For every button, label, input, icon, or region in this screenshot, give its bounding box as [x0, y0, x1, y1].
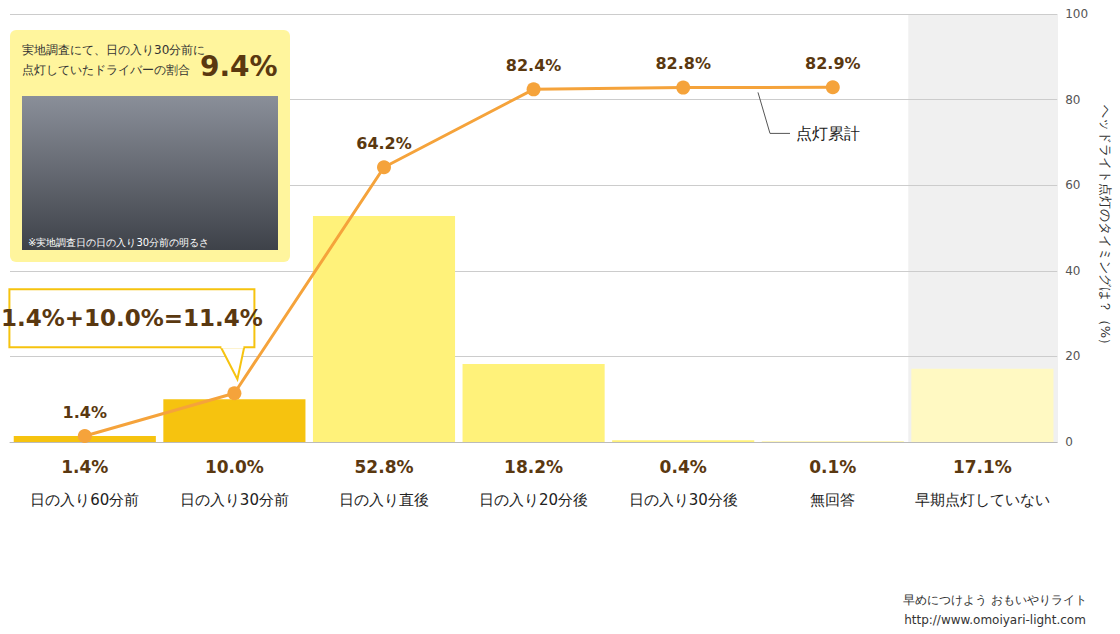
- svg-text:日の入り直後: 日の入り直後: [339, 491, 429, 509]
- svg-text:0.1%: 0.1%: [809, 457, 856, 477]
- svg-text:82.4%: 82.4%: [506, 56, 562, 75]
- svg-text:80: 80: [1065, 93, 1080, 107]
- svg-text:17.1%: 17.1%: [953, 457, 1012, 477]
- svg-text:52.8%: 52.8%: [355, 457, 414, 477]
- svg-text:日の入り30分後: 日の入り30分後: [629, 491, 738, 509]
- svg-text:ヘッドライト点灯のタイミングは？（%）: ヘッドライト点灯のタイミングは？（%）: [1098, 105, 1113, 351]
- svg-text:60: 60: [1065, 178, 1080, 192]
- svg-text:1.4%: 1.4%: [63, 403, 107, 422]
- svg-text:82.9%: 82.9%: [805, 54, 861, 73]
- svg-text:点灯していたドライバーの割合: 点灯していたドライバーの割合: [22, 63, 190, 77]
- svg-text:無回答: 無回答: [810, 491, 855, 509]
- svg-text:10.0%: 10.0%: [205, 457, 264, 477]
- svg-text:http://www.omoiyari-light.com: http://www.omoiyari-light.com: [904, 613, 1086, 627]
- svg-text:40: 40: [1065, 264, 1080, 278]
- svg-text:日の入り20分後: 日の入り20分後: [479, 491, 588, 509]
- svg-text:1.4%: 1.4%: [61, 457, 108, 477]
- svg-text:82.8%: 82.8%: [655, 54, 711, 73]
- svg-text:18.2%: 18.2%: [504, 457, 563, 477]
- svg-text:1.4%+10.0%=11.4%: 1.4%+10.0%=11.4%: [1, 305, 263, 331]
- svg-text:日の入り60分前: 日の入り60分前: [30, 491, 139, 509]
- svg-text:0: 0: [1065, 435, 1073, 449]
- svg-text:20: 20: [1065, 349, 1080, 363]
- svg-text:100: 100: [1065, 7, 1088, 21]
- svg-text:日の入り30分前: 日の入り30分前: [180, 491, 289, 509]
- svg-text:9.4%: 9.4%: [200, 50, 278, 83]
- svg-text:早期点灯していない: 早期点灯していない: [915, 491, 1050, 509]
- svg-text:実地調査にて、日の入り30分前に: 実地調査にて、日の入り30分前に: [22, 43, 205, 57]
- svg-text:点灯累計: 点灯累計: [796, 124, 860, 143]
- svg-text:0.4%: 0.4%: [660, 457, 707, 477]
- svg-text:※実地調査日の日の入り30分前の明るさ: ※実地調査日の日の入り30分前の明るさ: [28, 237, 209, 248]
- svg-text:64.2%: 64.2%: [356, 134, 412, 153]
- svg-text:早めにつけよう おもいやりライト: 早めにつけよう おもいやりライト: [903, 593, 1087, 607]
